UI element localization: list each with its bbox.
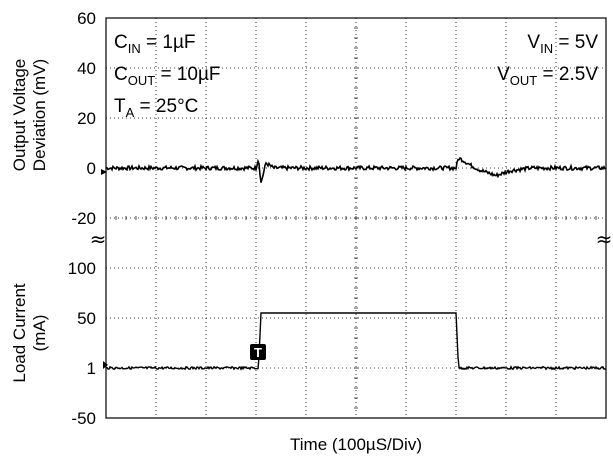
axis-break-right: ≈	[596, 227, 613, 251]
voltage-trace	[105, 157, 607, 183]
x-axis-title: Time (100µS/Div)	[290, 435, 422, 454]
current-ground-marker	[103, 361, 108, 369]
voltage-ylabel-line1: Output Voltage	[10, 59, 29, 171]
voltage-tick-label: 60	[77, 9, 96, 28]
current-trace	[105, 312, 607, 371]
annotation-t-a: TA = 25°C	[114, 96, 198, 120]
voltage-tick-label: -20	[71, 209, 96, 228]
plot-frame	[105, 17, 607, 419]
annotation-c-in: CIN = 1µF	[114, 32, 196, 56]
voltage-tick-label: 20	[77, 109, 96, 128]
voltage-tick-labels: 60 40 20 0 -20	[71, 9, 96, 228]
current-tick-label: 1	[87, 359, 96, 378]
voltage-ground-marker	[101, 169, 107, 175]
grid	[105, 17, 607, 419]
voltage-tick-label: 0	[87, 159, 96, 178]
voltage-tick-label: 40	[77, 59, 96, 78]
voltage-ylabel-line2: Deviation (mV)	[30, 59, 49, 171]
annotation-c-out: COUT = 10µF	[114, 64, 221, 88]
annotation-v-in: VIN = 5V	[527, 32, 598, 56]
trigger-label: T	[254, 345, 262, 360]
axis-break-left: ≈	[90, 227, 107, 251]
annotations-right: VIN = 5V VOUT = 2.5V	[497, 32, 598, 88]
annotation-v-out: VOUT = 2.5V	[497, 64, 598, 88]
trigger-marker: T	[250, 344, 266, 360]
current-tick-label: 100	[68, 259, 96, 278]
current-tick-labels: 100 50 1 -50	[68, 259, 96, 428]
current-tick-label: -50	[71, 409, 96, 428]
current-tick-label: 50	[77, 309, 96, 328]
annotations-left: CIN = 1µF COUT = 10µF TA = 25°C	[114, 32, 221, 120]
current-ylabel-line1: Load Current	[10, 283, 29, 383]
current-ylabel-line2: (mA)	[30, 315, 49, 352]
